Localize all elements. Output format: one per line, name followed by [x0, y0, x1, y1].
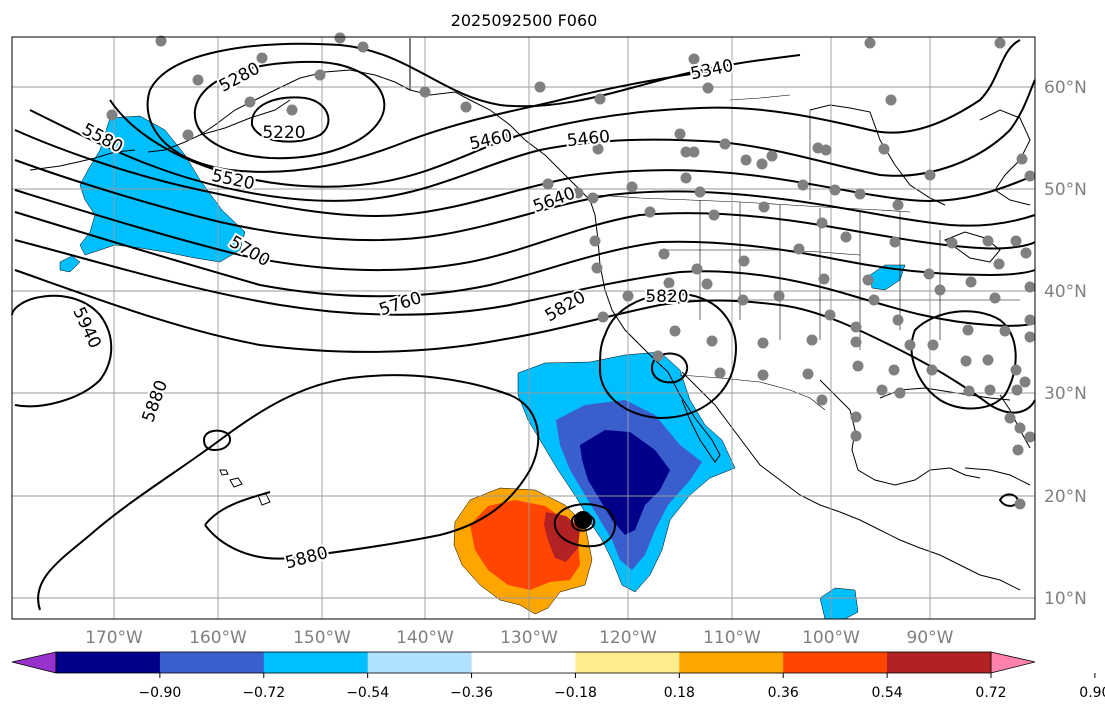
colorbar-tick-label: −0.36: [450, 685, 493, 701]
colorbar-segments: [56, 652, 992, 673]
map-frame: [11, 36, 1036, 620]
lon-label: 170°W: [85, 628, 143, 648]
lon-label: 160°W: [189, 628, 247, 648]
map-panel: 5280 5220 5340 5580 5460 5460 5520 5640 …: [11, 32, 1036, 620]
lon-label: 140°W: [396, 628, 454, 648]
colorbar-segment: [263, 652, 369, 673]
contour-5220: [250, 96, 330, 143]
colorbar-extend-min: [11, 651, 57, 674]
colorbar-segment: [159, 652, 265, 673]
colorbar: −0.90 −0.72 −0.54 −0.36 −0.18 0.18 0.36 0.54 0.7…: [11, 651, 1105, 701]
colorbar-tick-label: 0.18: [664, 685, 695, 701]
contour-5820-closed: [598, 293, 737, 420]
lon-label: 100°W: [802, 628, 860, 648]
lat-label: 30°N: [1044, 384, 1087, 404]
lon-label: 110°W: [703, 628, 761, 648]
lat-label: 50°N: [1044, 180, 1087, 200]
colorbar-segment: [367, 652, 473, 673]
negative-anomaly-bering-tail: [59, 255, 81, 273]
lat-label: 20°N: [1044, 487, 1087, 507]
colorbar-tick-labels: −0.90 −0.72 −0.54 −0.36 −0.18 0.18 0.36 0.54 0.7…: [138, 673, 1105, 701]
colorbar-tick-label: 0.36: [768, 685, 799, 701]
longitude-labels: 170°W 160°W 150°W 140°W 130°W 120°W 110°…: [85, 628, 954, 648]
colorbar-segment: [783, 652, 888, 673]
contour-tc: [553, 503, 616, 548]
lat-label: 10°N: [1044, 589, 1087, 609]
colorbar-tick-label: −0.54: [346, 685, 389, 701]
lat-label: 60°N: [1044, 78, 1087, 98]
map-title: 2025092500 F060: [451, 11, 598, 30]
colorbar-tick-label: 0.54: [872, 685, 903, 701]
colorbar-tick-label: −0.90: [138, 685, 181, 701]
tropical-cyclone-marker: [574, 511, 592, 529]
lat-label: 40°N: [1044, 282, 1087, 302]
contour-5880: [37, 374, 540, 611]
contour-label: 5820: [645, 287, 688, 307]
contour-label: 5220: [262, 123, 305, 143]
colorbar-segment: [575, 652, 680, 673]
contour-5280: [193, 60, 386, 160]
contour-5340: [149, 42, 801, 108]
colorbar-segment: [679, 652, 784, 673]
colorbar-tick-label: −0.18: [554, 685, 597, 701]
colorbar-tick-label: 0.90: [1079, 685, 1105, 701]
colorbar-segment: [56, 652, 161, 673]
lon-label: 130°W: [500, 628, 558, 648]
colorbar-extend-max: [990, 651, 1036, 674]
colorbar-tick-label: 0.72: [975, 685, 1006, 701]
colorbar-tick-label: −0.72: [242, 685, 285, 701]
lon-label: 120°W: [599, 628, 657, 648]
lon-label: 150°W: [293, 628, 351, 648]
colorbar-segment: [887, 652, 992, 673]
latitude-labels: 60°N 50°N 40°N 30°N 20°N 10°N: [1044, 78, 1087, 609]
negative-anomaly-navy: [580, 430, 670, 535]
colorbar-segment: [471, 652, 576, 673]
lon-label: 90°W: [907, 628, 954, 648]
station-dots: [106, 32, 1036, 510]
height-contours: [11, 39, 1036, 611]
